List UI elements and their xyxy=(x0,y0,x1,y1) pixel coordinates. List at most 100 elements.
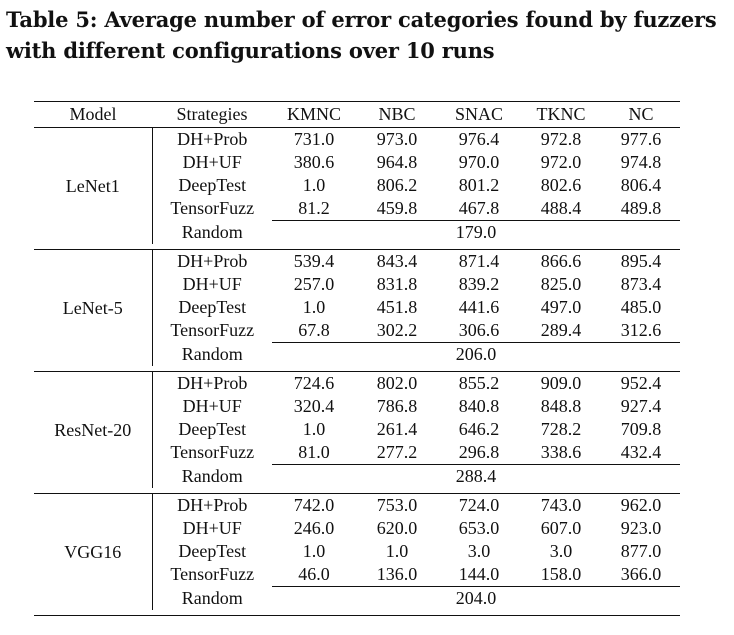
column-header: KMNC xyxy=(272,101,356,128)
table-row: TensorFuzz 67.8 302.2 306.6 289.4 312.6 xyxy=(34,319,680,343)
metric-value: 709.8 xyxy=(620,419,662,439)
metric-value: 277.2 xyxy=(376,442,418,462)
table-row: LeNet-5 DH+Prob 539.4 843.4 871.4 866.6 895.4 xyxy=(34,249,680,366)
metric-value: 1.0 xyxy=(302,297,326,317)
random-value: 288.4 xyxy=(272,464,680,488)
table-row: DH+UF 380.6 964.8 970.0 972.0 974.8 xyxy=(34,151,680,174)
metric-value: 136.0 xyxy=(376,564,418,584)
metric-value: 964.8 xyxy=(376,152,418,172)
random-label: Random xyxy=(181,465,243,486)
metric-value: 877.0 xyxy=(620,541,662,561)
metric-value: 743.0 xyxy=(520,493,602,517)
metric-value: 972.8 xyxy=(520,127,602,151)
metric-value: 312.6 xyxy=(620,320,662,340)
metric-value: 977.6 xyxy=(602,127,680,151)
metric-value: 489.8 xyxy=(620,198,662,218)
table-body: LeNet1 DH+Prob 731.0 973.0 976.4 972.8 977.6 DH… xyxy=(34,127,680,616)
model-name: ResNet-20 xyxy=(34,371,153,488)
strategy-name: TensorFuzz xyxy=(170,442,255,463)
metric-value: 802.6 xyxy=(540,175,582,195)
metric-value: 839.2 xyxy=(458,274,500,294)
table-row: TensorFuzz 81.2 459.8 467.8 488.4 489.8 xyxy=(34,197,680,221)
strategy-name: DH+UF xyxy=(182,152,242,172)
random-value: 204.0 xyxy=(272,586,680,610)
strategy-name: DH+Prob xyxy=(152,371,272,395)
table-row: LeNet1 DH+Prob 731.0 973.0 976.4 972.8 977.6 xyxy=(34,127,680,244)
metric-value: 848.8 xyxy=(540,396,582,416)
metric-value: 724.6 xyxy=(272,371,356,395)
metric-value: 607.0 xyxy=(540,518,582,538)
metric-value: 488.4 xyxy=(540,198,582,218)
metric-value: 742.0 xyxy=(272,493,356,517)
column-header: NBC xyxy=(356,101,438,128)
metric-value: 801.2 xyxy=(458,175,500,195)
metric-value: 871.4 xyxy=(438,249,520,273)
metric-value: 802.0 xyxy=(356,371,438,395)
metric-value: 923.0 xyxy=(620,518,662,538)
metric-value: 806.2 xyxy=(376,175,418,195)
metric-value: 646.2 xyxy=(458,419,500,439)
header-row: Model Strategies KMNC NBC SNAC TKNC NC xyxy=(34,101,680,128)
metric-value: 441.6 xyxy=(458,297,500,317)
metric-value: 81.0 xyxy=(298,442,330,462)
metric-value: 962.0 xyxy=(602,493,680,517)
table-row: DH+UF 320.4 786.8 840.8 848.8 927.4 xyxy=(34,395,680,418)
metric-value: 246.0 xyxy=(293,518,335,538)
metric-value: 952.4 xyxy=(602,371,680,395)
strategy-name: TensorFuzz xyxy=(170,198,255,219)
metric-value: 972.0 xyxy=(540,152,582,172)
strategy-name: DH+Prob xyxy=(152,493,272,517)
random-row: Random 204.0 xyxy=(34,586,680,610)
metric-value: 1.0 xyxy=(302,419,326,439)
strategy-name: DH+UF xyxy=(182,274,242,294)
table-row: VGG16 DH+Prob 742.0 753.0 724.0 743.0 962.0 xyxy=(34,493,680,610)
column-header: Strategies xyxy=(152,101,272,128)
table-row: DeepTest 1.0 1.0 3.0 3.0 877.0 xyxy=(34,540,680,563)
table-row: DeepTest 1.0 261.4 646.2 728.2 709.8 xyxy=(34,418,680,441)
metric-value: 866.6 xyxy=(520,249,602,273)
random-value: 206.0 xyxy=(272,342,680,366)
metric-value: 257.0 xyxy=(293,274,335,294)
strategy-name: DH+Prob xyxy=(152,127,272,151)
random-label: Random xyxy=(181,221,243,242)
metric-value: 81.2 xyxy=(298,198,330,218)
table-row: ResNet-20 DH+Prob 724.6 802.0 855.2 909.0 952.… xyxy=(34,371,680,488)
metric-value: 620.0 xyxy=(376,518,418,538)
metric-value: 320.4 xyxy=(293,396,335,416)
table-row: TensorFuzz 81.0 277.2 296.8 338.6 432.4 xyxy=(34,441,680,465)
table-caption: Table 5: Average number of error categor… xyxy=(6,7,717,63)
metric-value: 843.4 xyxy=(356,249,438,273)
metric-value: 485.0 xyxy=(620,297,662,317)
metric-value: 1.0 xyxy=(385,541,409,561)
metric-value: 806.4 xyxy=(620,175,662,195)
metric-value: 302.2 xyxy=(376,320,418,340)
metric-value: 289.4 xyxy=(540,320,582,340)
metric-value: 158.0 xyxy=(540,564,582,584)
random-label: Random xyxy=(181,343,243,364)
metric-value: 909.0 xyxy=(520,371,602,395)
random-row: Random 288.4 xyxy=(34,464,680,488)
metric-value: 855.2 xyxy=(438,371,520,395)
metric-value: 974.8 xyxy=(620,152,662,172)
strategy-name: DH+UF xyxy=(182,396,242,416)
metric-value: 46.0 xyxy=(298,564,330,584)
metric-value: 825.0 xyxy=(540,274,582,294)
metric-value: 296.8 xyxy=(458,442,500,462)
random-value: 179.0 xyxy=(272,220,680,244)
metric-value: 338.6 xyxy=(540,442,582,462)
metric-value: 973.0 xyxy=(356,127,438,151)
metric-value: 539.4 xyxy=(272,249,356,273)
metric-value: 1.0 xyxy=(302,541,326,561)
metric-value: 67.8 xyxy=(298,320,330,340)
random-row: Random 206.0 xyxy=(34,342,680,366)
table-row: DeepTest 1.0 451.8 441.6 497.0 485.0 xyxy=(34,296,680,319)
metric-value: 895.4 xyxy=(602,249,680,273)
metric-value: 3.0 xyxy=(549,541,573,561)
table-row: TensorFuzz 46.0 136.0 144.0 158.0 366.0 xyxy=(34,563,680,587)
metric-value: 261.4 xyxy=(376,419,418,439)
column-header: TKNC xyxy=(520,101,602,128)
strategy-name: DH+UF xyxy=(182,518,242,538)
metric-value: 366.0 xyxy=(620,564,662,584)
metric-value: 731.0 xyxy=(272,127,356,151)
metric-value: 306.6 xyxy=(458,320,500,340)
